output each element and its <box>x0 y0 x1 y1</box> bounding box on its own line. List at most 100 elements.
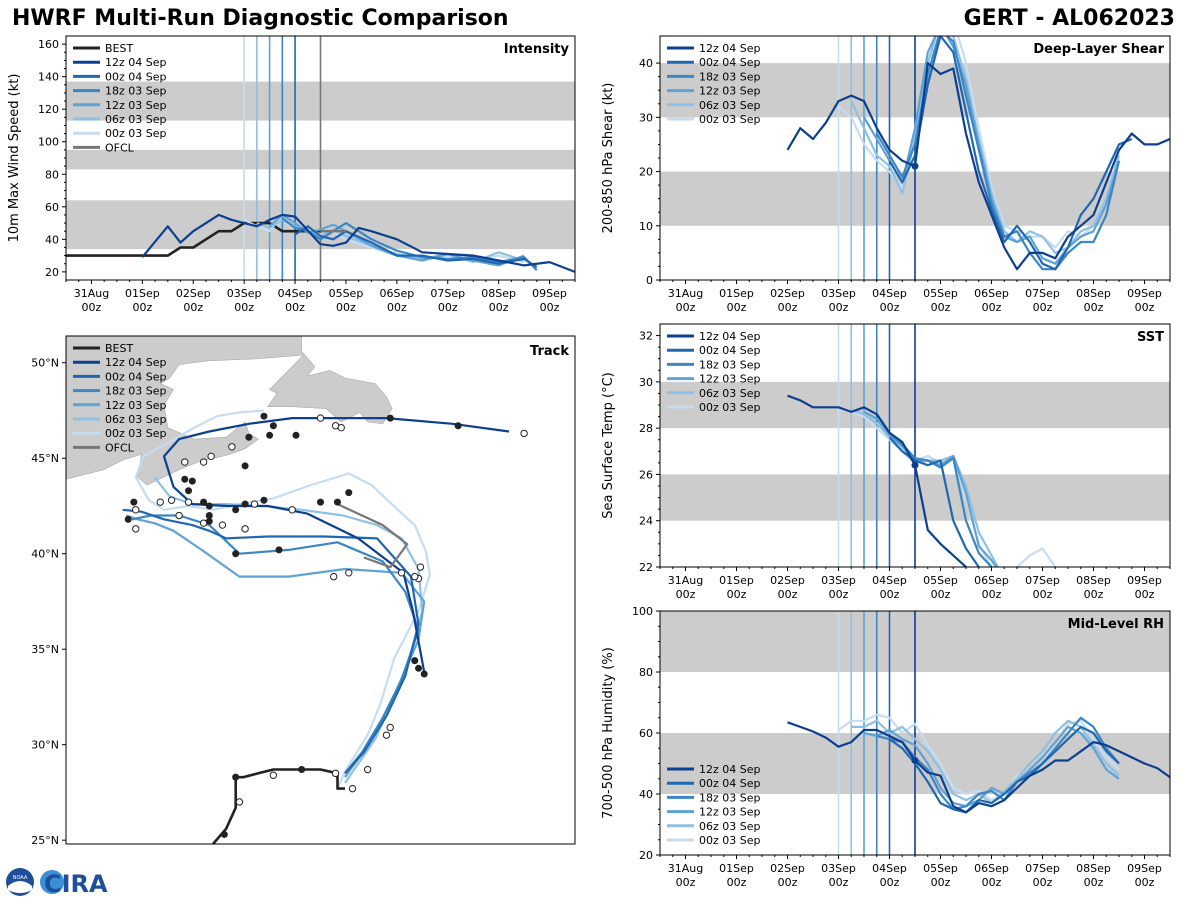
rh-ytick-label: 80 <box>639 666 653 679</box>
storm-id-title: GERT - AL062023 <box>963 6 1175 31</box>
track-point-filled <box>181 475 189 483</box>
track-point-filled <box>205 517 213 525</box>
intensity-ytick-label: 60 <box>45 201 59 214</box>
intensity-xtick-hour: 00z <box>183 301 203 314</box>
shear-plot-area <box>660 36 1170 280</box>
track-series-00z-04-sep <box>122 508 420 775</box>
track-point-filled <box>275 546 283 554</box>
sst-ytick-label: 22 <box>639 561 653 574</box>
rh-xtick-date: 05Sep <box>923 862 958 875</box>
track-point-filled <box>241 462 249 470</box>
track-point-filled <box>420 670 428 678</box>
shear-xtick-date: 09Sep <box>1127 287 1162 300</box>
sst-xtick-date: 02Sep <box>770 574 805 587</box>
track-point-open <box>241 525 249 533</box>
sst-xtick-hour: 00z <box>931 588 951 601</box>
track-plot-area <box>66 336 528 844</box>
track-point-open <box>329 572 338 581</box>
figure-title: HWRF Multi-Run Diagnostic Comparison <box>12 6 509 31</box>
track-legend-label-best: BEST <box>105 342 133 355</box>
rh-plot-area <box>660 611 1170 855</box>
intensity-legend-label-18z-03-sep: 18z 03 Sep <box>105 85 167 98</box>
track-point-open <box>207 452 215 461</box>
intensity-panel-title: Intensity <box>504 42 570 57</box>
shear-xtick-hour: 00z <box>676 301 696 314</box>
track-point-open <box>199 458 208 466</box>
rh-xtick-hour: 00z <box>676 876 696 889</box>
intensity-chart: 2040608010012014016031Aug00z01Sep00z02Se… <box>7 35 576 314</box>
track-series-ofcl <box>337 503 409 569</box>
track-point-open <box>132 525 140 533</box>
cira-globe-icon <box>40 870 64 894</box>
track-point-open <box>167 496 176 504</box>
track-point-open <box>411 572 419 581</box>
track-point-open <box>288 506 296 514</box>
shear-series-06z-03-sep <box>850 36 1121 254</box>
rh-legend-label-12z-03-sep: 12z 03 Sep <box>699 806 761 819</box>
track-point-filled <box>232 506 240 514</box>
intensity-ytick-label: 80 <box>45 168 59 181</box>
rh-xtick-hour: 00z <box>1084 876 1104 889</box>
shear-xtick-date: 31Aug <box>668 287 703 300</box>
sst-legend-label-12z-03-sep: 12z 03 Sep <box>699 373 761 386</box>
shear-xtick-hour: 00z <box>1033 301 1053 314</box>
track-point-filled <box>124 515 132 523</box>
intensity-series-best <box>66 221 321 257</box>
track-point-open <box>520 429 528 438</box>
rh-legend-label-06z-03-sep: 06z 03 Sep <box>699 820 761 833</box>
track-point-open <box>175 511 183 520</box>
intensity-xtick-hour: 00z <box>132 301 152 314</box>
track-point-open <box>132 506 140 514</box>
track-point-open <box>416 563 425 571</box>
rh-ytick-label: 60 <box>639 727 653 740</box>
sst-xtick-date: 07Sep <box>1025 574 1060 587</box>
rh-legend-label-18z-03-sep: 18z 03 Sep <box>699 791 761 804</box>
sst-xtick-date: 09Sep <box>1127 574 1162 587</box>
rh-xtick-hour: 00z <box>727 876 747 889</box>
intensity-xtick-hour: 00z <box>285 301 305 314</box>
shear-xtick-date: 06Sep <box>974 287 1009 300</box>
rh-series-12z-04-sep <box>787 721 1170 814</box>
shear-xtick-hour: 00z <box>1135 301 1155 314</box>
rh-xtick-hour: 00z <box>982 876 1002 889</box>
sst-legend-label-00z-03-sep: 00z 03 Sep <box>699 401 761 414</box>
sst-xtick-hour: 00z <box>727 588 747 601</box>
sst-xtick-hour: 00z <box>778 588 798 601</box>
rh-xtick-date: 07Sep <box>1025 862 1060 875</box>
track-point-filled <box>205 502 213 510</box>
track-point-open <box>397 569 406 577</box>
sst-xtick-hour: 00z <box>880 588 900 601</box>
track-point-filled <box>345 489 353 497</box>
rh-legend-label-00z-03-sep: 00z 03 Sep <box>699 834 761 847</box>
rh-xtick-hour: 00z <box>1135 876 1155 889</box>
sst-xtick-hour: 00z <box>1033 588 1053 601</box>
rh-ytick-label: 100 <box>632 605 653 618</box>
shear-xtick-hour: 00z <box>829 301 849 314</box>
cira-logo-text: CIRA <box>44 870 108 898</box>
shear-ytick-label: 20 <box>639 166 653 179</box>
rh-chart: 2040608010031Aug00z01Sep00z02Sep00z03Sep… <box>601 605 1171 889</box>
track-point-open <box>382 731 391 739</box>
track-point-filled <box>200 498 208 506</box>
shear-series-12z-03-sep <box>863 36 1121 265</box>
sst-xtick-hour: 00z <box>1135 588 1155 601</box>
shear-legend-label-06z-03-sep: 06z 03 Sep <box>699 99 761 112</box>
track-point-filled <box>298 766 306 774</box>
intensity-ytick-label: 120 <box>38 103 59 116</box>
sst-ytick-label: 30 <box>639 376 653 389</box>
noaa-emblem-text: NOAA <box>13 875 28 881</box>
track-point-open <box>386 723 394 732</box>
intensity-xtick-hour: 00z <box>387 301 407 314</box>
sst-ytick-label: 32 <box>639 330 653 343</box>
intensity-xtick-date: 04Sep <box>278 287 313 300</box>
track-ytick-label: 40°N <box>31 548 59 561</box>
shear-xtick-date: 02Sep <box>770 287 805 300</box>
track-point-filled <box>411 657 419 665</box>
sst-xtick-date: 04Sep <box>872 574 907 587</box>
rh-ylabel: 700-500 hPa Humidity (%) <box>601 647 616 819</box>
track-legend-label-ofcl: OFCL <box>105 441 135 454</box>
sst-xtick-date: 05Sep <box>923 574 958 587</box>
track-point-filled <box>241 500 249 508</box>
sst-xtick-hour: 00z <box>676 588 696 601</box>
